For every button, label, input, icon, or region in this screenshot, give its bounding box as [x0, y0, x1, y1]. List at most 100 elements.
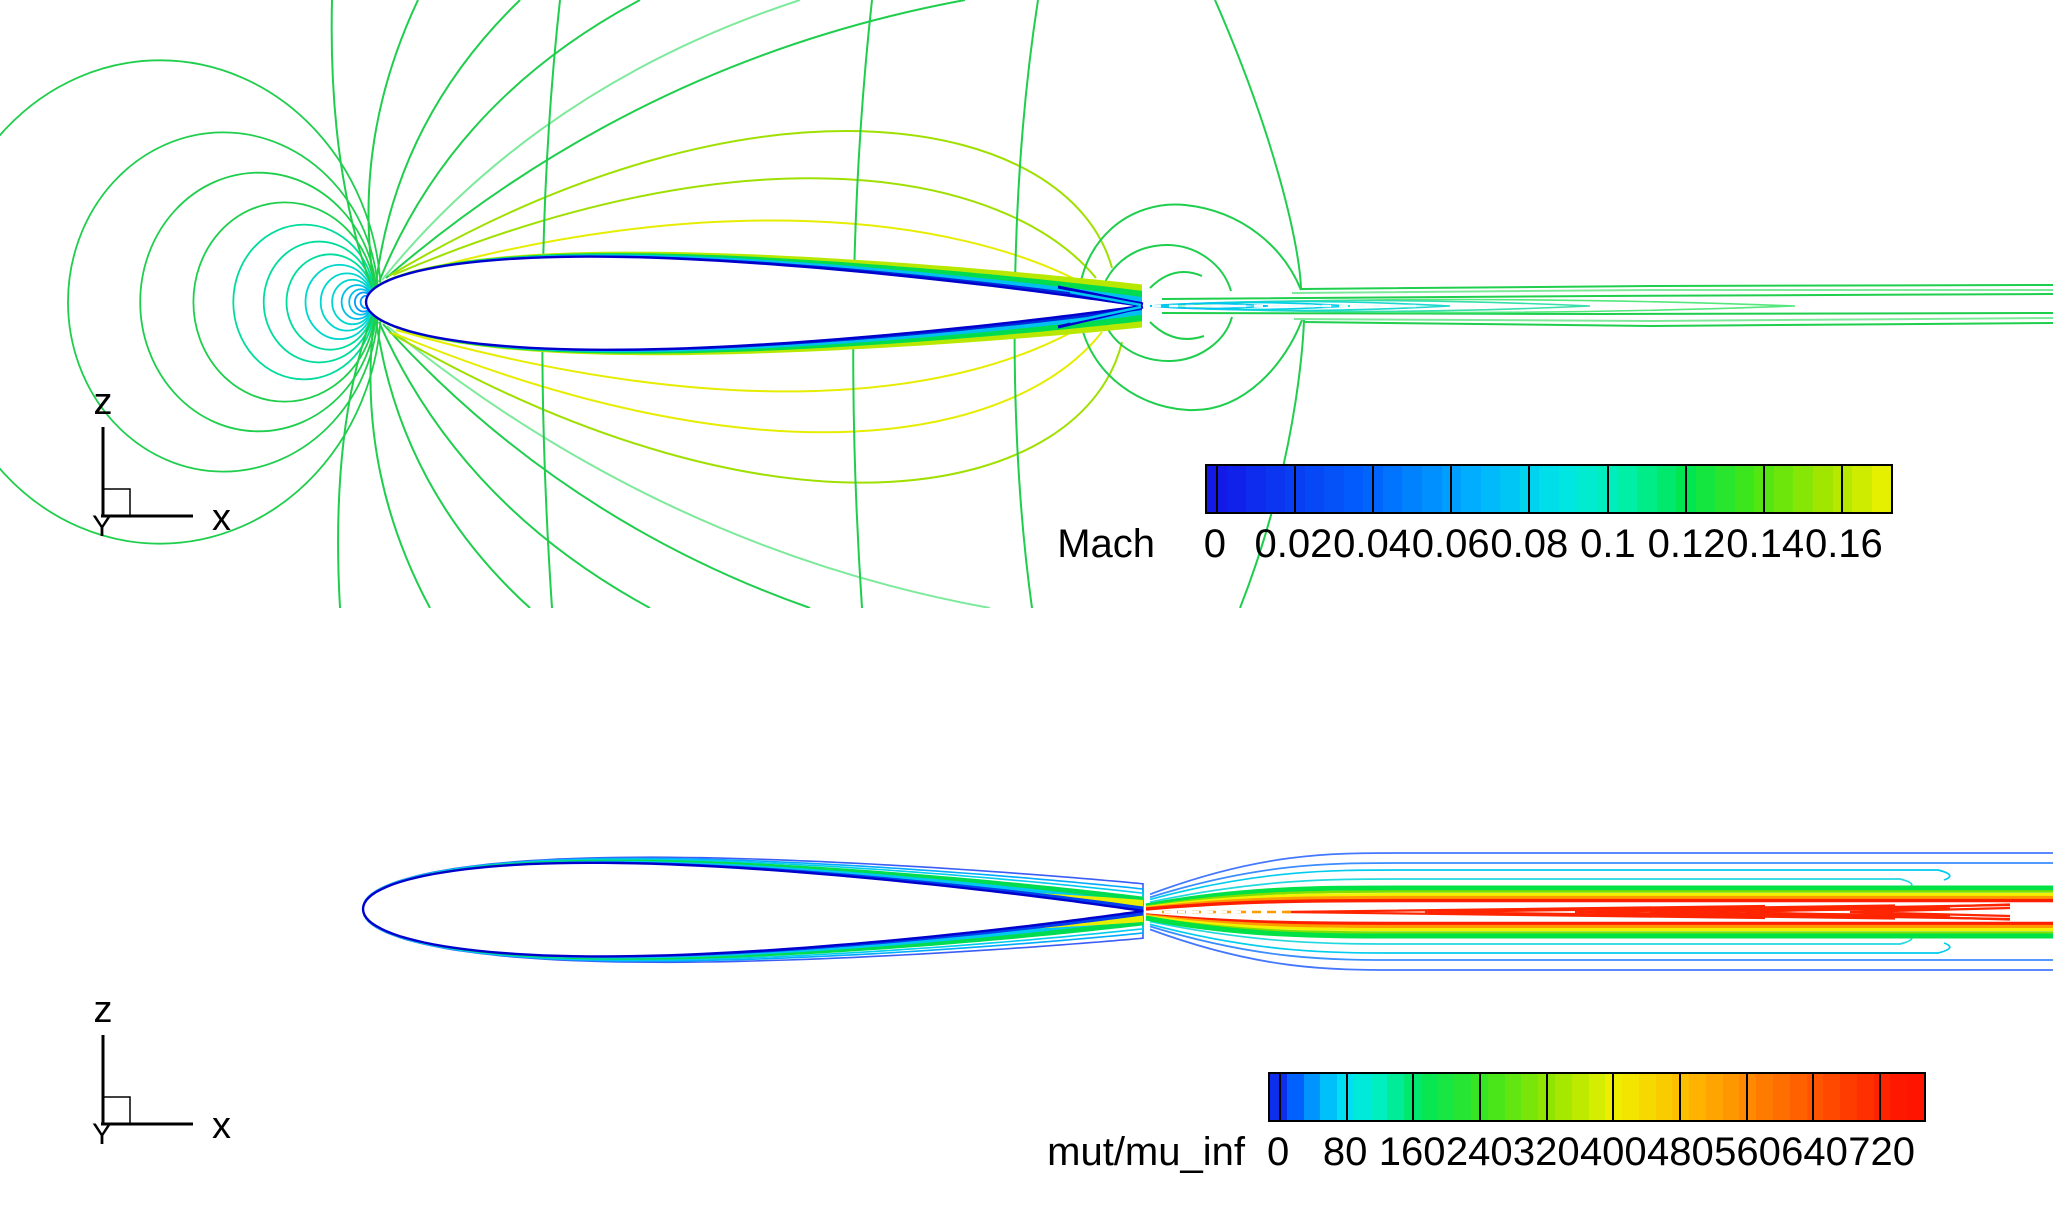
x-axis-label: x [212, 1105, 231, 1147]
mach-legend-title: Mach [1057, 522, 1155, 566]
colorbar-tick [1745, 1072, 1748, 1122]
colorbar-tick-label: 640 [1781, 1130, 1848, 1174]
colorbar-band [1303, 1074, 1321, 1120]
colorbar-tick [1762, 464, 1765, 514]
colorbar-band [1907, 1074, 1924, 1120]
z-axis-label: z [94, 381, 113, 423]
colorbar-band [1320, 1074, 1338, 1120]
axis-indicator-bottom: z x Y [92, 989, 231, 1151]
colorbar-band [1695, 466, 1716, 512]
colorbar-tick-label: 400 [1579, 1130, 1647, 1174]
colorbar-band [1789, 1074, 1807, 1120]
colorbar-band [1246, 466, 1266, 512]
colorbar-tick [1279, 1072, 1281, 1122]
colorbar-tick [1841, 464, 1844, 514]
colorbar-tick-label: 240 [1445, 1130, 1513, 1174]
colorbar-tick-label: 0.04 [1333, 522, 1412, 566]
colorbar-tick [1545, 1072, 1548, 1122]
y-axis-origin-label: Y [92, 1118, 112, 1151]
colorbar-band [1622, 1074, 1639, 1120]
colorbar-tick [1345, 1072, 1348, 1122]
colorbar-band [1422, 466, 1442, 512]
colorbar-band [1773, 466, 1794, 512]
colorbar-band [1617, 466, 1638, 512]
colorbar-tick-label: 320 [1512, 1130, 1580, 1174]
colorbar-band [1739, 1074, 1757, 1120]
colorbar-band [1656, 466, 1677, 512]
colorbar-tick [1812, 1072, 1815, 1122]
colorbar-tick-label: 0.08 [1490, 522, 1569, 566]
colorbar-band [1343, 466, 1364, 512]
right-angle-marker [102, 488, 131, 517]
colorbar-band [1420, 1074, 1438, 1120]
colorbar-band [1840, 1074, 1857, 1120]
colorbar-band [1265, 466, 1286, 512]
colorbar-tick [1878, 1072, 1881, 1122]
colorbar-band [1437, 1074, 1455, 1120]
colorbar-band [1638, 1074, 1656, 1120]
colorbar-tick-label: 0.16 [1804, 522, 1883, 566]
colorbar-band [1806, 1074, 1824, 1120]
z-axis-label: z [94, 989, 113, 1031]
colorbar-tick-label: 0.12 [1647, 522, 1726, 566]
colorbar-tick-label: 0.1 [1580, 522, 1636, 566]
colorbar-band [1286, 1074, 1304, 1120]
colorbar-tick-label: 0.14 [1726, 522, 1805, 566]
colorbar-band [1812, 466, 1833, 512]
colorbar-tick-label: 0.02 [1254, 522, 1333, 566]
colorbar-tick-label: 0 [1266, 1130, 1290, 1174]
colorbar-tick [1678, 1072, 1681, 1122]
colorbar-band [1461, 466, 1481, 512]
colorbar-band [1270, 1074, 1287, 1120]
colorbar-band [1226, 466, 1247, 512]
colorbar-band [1772, 1074, 1790, 1120]
colorbar-band [1382, 466, 1403, 512]
colorbar-tick-label: 480 [1647, 1130, 1714, 1174]
colorbar-band [1539, 466, 1559, 512]
colorbar-tick-label: 80 [1322, 1130, 1368, 1174]
colorbar-band [1856, 1074, 1874, 1120]
colorbar-band [1655, 1074, 1673, 1120]
colorbar-tick-label: 160 [1378, 1130, 1446, 1174]
colorbar-tick [1684, 464, 1687, 514]
viscosity-colorbar-labels: 0 80 160 240 320 400 480 560 640 720 [1266, 1130, 1926, 1178]
colorbar-band [1578, 466, 1598, 512]
colorbar-band [1454, 1074, 1472, 1120]
colorbar-band [1705, 1074, 1723, 1120]
colorbar-tick [1478, 1072, 1481, 1122]
colorbar-band [1571, 1074, 1589, 1120]
colorbar-band [1337, 1074, 1354, 1120]
colorbar-tick [1606, 464, 1609, 514]
colorbar-band [1504, 1074, 1522, 1120]
colorbar-tick [1293, 464, 1296, 514]
mach-contour-plot [0, 0, 2053, 608]
colorbar-band [1324, 466, 1344, 512]
colorbar-band [1689, 1074, 1706, 1120]
colorbar-band [1715, 466, 1735, 512]
colorbar-tick [1528, 464, 1531, 514]
right-angle-marker [102, 1096, 131, 1125]
colorbar-band [1500, 466, 1520, 512]
colorbar-band [1873, 1074, 1891, 1120]
colorbar-band [1521, 1074, 1539, 1120]
x-axis-label: x [212, 497, 231, 539]
y-axis-origin-label: Y [92, 510, 112, 543]
colorbar-band [1480, 466, 1501, 512]
colorbar-band [1722, 1074, 1740, 1120]
colorbar-band [1558, 466, 1579, 512]
viscosity-legend-title: mut/mu_inf [1047, 1130, 1245, 1174]
colorbar-tick-label: 0.06 [1411, 522, 1490, 566]
colorbar-band [1387, 1074, 1405, 1120]
colorbar-tick [1412, 1072, 1415, 1122]
colorbar-band [1555, 1074, 1572, 1120]
mach-colorbar-labels: 0 0.02 0.04 0.06 0.08 0.1 0.12 0.14 0.16 [1204, 522, 1893, 570]
colorbar-tick [1372, 464, 1375, 514]
colorbar-band [1734, 466, 1755, 512]
colorbar-band [1370, 1074, 1388, 1120]
colorbar-band [1871, 466, 1892, 512]
viscosity-ratio-contour-plot [361, 852, 2053, 971]
viscosity-colorbar [1268, 1072, 1926, 1122]
colorbar-tick [1450, 464, 1453, 514]
colorbar-band [1637, 466, 1657, 512]
